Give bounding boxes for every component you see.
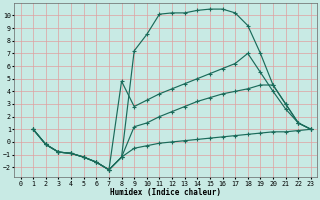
X-axis label: Humidex (Indice chaleur): Humidex (Indice chaleur) [110,188,221,197]
